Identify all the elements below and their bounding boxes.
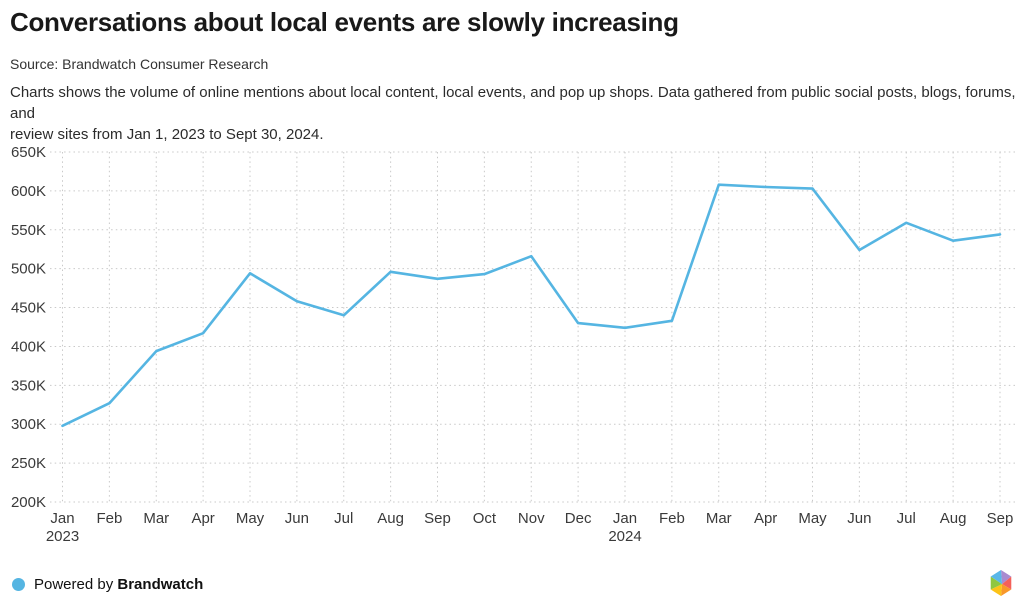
x-gridlines <box>62 152 1001 502</box>
logo-facet-green <box>990 576 1003 590</box>
svg-text:300K: 300K <box>11 416 46 433</box>
source-attribution: Source: Brandwatch Consumer Research <box>10 55 269 72</box>
svg-text:Nov: Nov <box>518 510 545 527</box>
svg-text:Dec: Dec <box>565 510 592 527</box>
chart-description: Charts shows the volume of online mentio… <box>10 82 1016 145</box>
svg-text:Jun: Jun <box>285 510 309 527</box>
series-legend-dot <box>12 578 25 591</box>
chart-header: Conversations about local events are slo… <box>10 7 1016 145</box>
svg-text:Jun: Jun <box>847 510 871 527</box>
logo-facet-purple <box>1001 570 1012 585</box>
svg-text:2024: 2024 <box>608 528 641 545</box>
svg-text:Mar: Mar <box>706 510 732 527</box>
page-title: Conversations about local events are slo… <box>10 7 679 37</box>
chart-description-line1: Charts shows the volume of online mentio… <box>10 83 1016 122</box>
svg-text:Feb: Feb <box>659 510 685 527</box>
logo-facet-yellow <box>990 584 1003 596</box>
svg-text:550K: 550K <box>11 222 46 239</box>
svg-text:350K: 350K <box>11 377 46 394</box>
svg-text:450K: 450K <box>11 300 46 317</box>
logo-facet-orange <box>1001 584 1012 596</box>
svg-text:Jul: Jul <box>897 510 916 527</box>
svg-text:Jan: Jan <box>50 510 74 527</box>
svg-text:200K: 200K <box>11 494 46 511</box>
powered-by-footer: Powered by Brandwatch <box>12 576 203 593</box>
brand-name: Brandwatch <box>117 576 204 593</box>
svg-text:Jan: Jan <box>613 510 637 527</box>
powered-by-text: Powered by Brandwatch <box>34 576 204 593</box>
chart-description-line2: review sites from Jan 1, 2023 to Sept 30… <box>10 125 324 143</box>
svg-text:Sep: Sep <box>987 510 1014 527</box>
svg-text:Sep: Sep <box>424 510 451 527</box>
brandwatch-hexagon-logo <box>988 568 1014 598</box>
y-axis-tick-labels: 200K 250K 300K 350K 400K 450K 500K 550K 600K 650K <box>11 144 46 511</box>
svg-text:Feb: Feb <box>96 510 122 527</box>
svg-text:250K: 250K <box>11 455 46 472</box>
svg-text:400K: 400K <box>11 338 46 355</box>
svg-text:May: May <box>236 510 265 527</box>
logo-facet-coral <box>1002 576 1012 590</box>
line-chart: 200K 250K 300K 350K 400K 450K 500K 550K 600K 650K… <box>0 140 1024 555</box>
logo-facet-blue <box>990 570 1003 585</box>
chart-canvas: 200K 250K 300K 350K 400K 450K 500K 550K 600K 650K… <box>11 144 1016 545</box>
svg-text:May: May <box>798 510 827 527</box>
svg-text:650K: 650K <box>11 144 46 161</box>
svg-text:Mar: Mar <box>143 510 169 527</box>
svg-text:Jul: Jul <box>334 510 353 527</box>
svg-text:Aug: Aug <box>377 510 404 527</box>
svg-text:500K: 500K <box>11 261 46 278</box>
svg-text:2023: 2023 <box>46 528 79 545</box>
brandwatch-logo-icon <box>990 570 1012 596</box>
svg-text:Oct: Oct <box>473 510 497 527</box>
svg-text:Apr: Apr <box>754 510 777 527</box>
series-line-mentions <box>61 183 1002 428</box>
svg-text:Apr: Apr <box>191 510 214 527</box>
svg-text:600K: 600K <box>11 183 46 200</box>
svg-text:Aug: Aug <box>940 510 967 527</box>
y-gridlines <box>50 151 1016 503</box>
